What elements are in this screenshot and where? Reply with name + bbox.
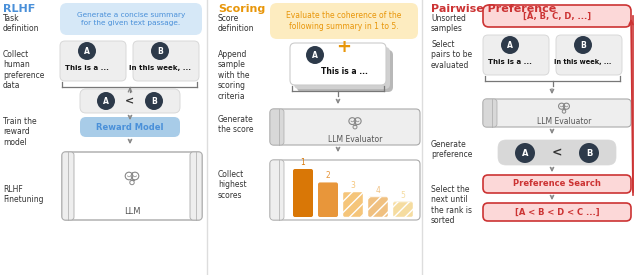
FancyBboxPatch shape bbox=[270, 160, 420, 220]
Circle shape bbox=[574, 36, 592, 54]
FancyBboxPatch shape bbox=[60, 3, 202, 35]
FancyBboxPatch shape bbox=[368, 197, 388, 217]
FancyBboxPatch shape bbox=[556, 35, 622, 75]
Text: RLHF: RLHF bbox=[3, 4, 35, 14]
Text: Score
definition: Score definition bbox=[218, 14, 255, 33]
Text: 4: 4 bbox=[376, 186, 380, 195]
Circle shape bbox=[145, 92, 163, 110]
Text: Generate a concise summary
for the given text passage.: Generate a concise summary for the given… bbox=[77, 12, 185, 26]
Text: In this week, ...: In this week, ... bbox=[554, 59, 612, 65]
FancyBboxPatch shape bbox=[133, 41, 199, 81]
FancyBboxPatch shape bbox=[318, 182, 338, 217]
Text: 1: 1 bbox=[301, 158, 305, 167]
FancyBboxPatch shape bbox=[343, 192, 363, 217]
FancyBboxPatch shape bbox=[80, 117, 180, 137]
Text: Collect
human
preference
data: Collect human preference data bbox=[3, 50, 44, 90]
Text: This is a ...: This is a ... bbox=[321, 67, 367, 76]
Text: A: A bbox=[507, 40, 513, 50]
FancyBboxPatch shape bbox=[498, 140, 616, 165]
Circle shape bbox=[306, 46, 324, 64]
Text: Preference Search: Preference Search bbox=[513, 180, 601, 188]
Text: Unsorted
samples: Unsorted samples bbox=[431, 14, 466, 33]
Text: LLM Evaluator: LLM Evaluator bbox=[537, 117, 591, 125]
Text: A: A bbox=[103, 97, 109, 106]
Text: B: B bbox=[157, 46, 163, 56]
Text: [A, B, C, D, ...]: [A, B, C, D, ...] bbox=[523, 12, 591, 21]
Text: B: B bbox=[151, 97, 157, 106]
Text: This is a ...: This is a ... bbox=[65, 65, 109, 71]
Text: In this week, ...: In this week, ... bbox=[129, 65, 191, 71]
Text: Collect
highest
scores: Collect highest scores bbox=[218, 170, 246, 200]
FancyBboxPatch shape bbox=[483, 175, 631, 193]
FancyBboxPatch shape bbox=[483, 99, 497, 127]
Text: This is a ...: This is a ... bbox=[488, 59, 532, 65]
FancyBboxPatch shape bbox=[190, 152, 202, 220]
Text: LLM: LLM bbox=[124, 207, 140, 216]
Circle shape bbox=[579, 143, 599, 163]
Text: Select
pairs to be
evaluated: Select pairs to be evaluated bbox=[431, 40, 472, 70]
Text: +: + bbox=[337, 38, 351, 56]
FancyBboxPatch shape bbox=[60, 41, 126, 81]
FancyBboxPatch shape bbox=[483, 203, 631, 221]
Text: Scoring: Scoring bbox=[218, 4, 265, 14]
Text: Generate
the score: Generate the score bbox=[218, 115, 253, 134]
Text: Generate
preference: Generate preference bbox=[431, 140, 472, 159]
FancyBboxPatch shape bbox=[62, 152, 202, 220]
Text: LLM Evaluator: LLM Evaluator bbox=[328, 134, 382, 144]
Text: 3: 3 bbox=[351, 181, 355, 190]
FancyBboxPatch shape bbox=[270, 3, 418, 39]
Text: RLHF
Finetuning: RLHF Finetuning bbox=[3, 185, 44, 204]
Text: Train the
reward
model: Train the reward model bbox=[3, 117, 36, 147]
Text: [A < B < D < C ...]: [A < B < D < C ...] bbox=[515, 208, 599, 216]
Text: <: < bbox=[552, 147, 563, 160]
Text: Evaluate the coherence of the
following summary in 1 to 5.: Evaluate the coherence of the following … bbox=[286, 11, 402, 31]
FancyBboxPatch shape bbox=[270, 109, 420, 145]
FancyBboxPatch shape bbox=[62, 152, 74, 220]
Circle shape bbox=[501, 36, 519, 54]
Text: <: < bbox=[125, 96, 134, 106]
Text: A: A bbox=[522, 148, 528, 158]
Circle shape bbox=[151, 42, 169, 60]
FancyBboxPatch shape bbox=[270, 109, 284, 145]
FancyBboxPatch shape bbox=[393, 202, 413, 217]
FancyBboxPatch shape bbox=[483, 5, 631, 27]
FancyBboxPatch shape bbox=[297, 50, 393, 92]
Text: A: A bbox=[312, 51, 318, 59]
FancyBboxPatch shape bbox=[270, 160, 284, 220]
FancyBboxPatch shape bbox=[483, 35, 549, 75]
Text: 5: 5 bbox=[401, 191, 405, 200]
Circle shape bbox=[515, 143, 535, 163]
Text: Append
sample
with the
scoring
criteria: Append sample with the scoring criteria bbox=[218, 50, 250, 101]
FancyBboxPatch shape bbox=[294, 47, 390, 89]
Text: 2: 2 bbox=[326, 171, 330, 180]
Text: A: A bbox=[84, 46, 90, 56]
FancyBboxPatch shape bbox=[80, 89, 180, 113]
Text: B: B bbox=[586, 148, 592, 158]
Text: Task
definition: Task definition bbox=[3, 14, 40, 33]
Text: Select the
next until
the rank is
sorted: Select the next until the rank is sorted bbox=[431, 185, 472, 225]
FancyBboxPatch shape bbox=[483, 99, 631, 127]
Circle shape bbox=[78, 42, 96, 60]
Text: B: B bbox=[580, 40, 586, 50]
Text: Reward Model: Reward Model bbox=[96, 122, 164, 131]
FancyBboxPatch shape bbox=[290, 43, 386, 85]
Circle shape bbox=[97, 92, 115, 110]
Text: Pairwise Preference: Pairwise Preference bbox=[431, 4, 556, 14]
FancyBboxPatch shape bbox=[293, 169, 313, 217]
